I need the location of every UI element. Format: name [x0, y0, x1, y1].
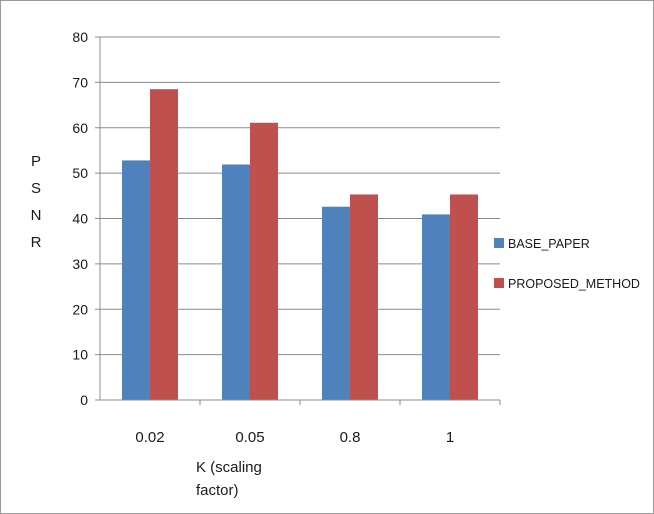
bar-proposed-method-0.05: [250, 122, 278, 400]
y-tick-label: 80: [72, 29, 88, 45]
bar-base-paper-1: [422, 214, 450, 400]
legend-label: BASE_PAPER: [508, 237, 590, 251]
y-tick-label: 10: [72, 347, 88, 363]
y-axis-label-char: P: [31, 153, 41, 170]
legend-swatch: [494, 278, 504, 288]
y-tick-label: 30: [72, 256, 88, 272]
bar-base-paper-0.8: [322, 206, 350, 400]
bar-proposed-method-0.02: [150, 89, 178, 401]
y-tick-label: 0: [80, 392, 88, 408]
x-tick-labels: 0.02 0.05 0.8 1: [135, 400, 501, 446]
x-tick-label: 0.02: [135, 429, 164, 446]
x-tick-label: 0.8: [340, 429, 361, 446]
y-tick-label: 70: [72, 74, 88, 90]
y-axis-label-char: N: [31, 207, 42, 224]
bar-base-paper-0.02: [122, 160, 150, 400]
legend-swatch: [494, 238, 504, 248]
y-tick-label: 50: [72, 165, 88, 181]
y-axis-label-char: S: [31, 180, 41, 197]
x-axis-label-line: factor): [196, 482, 239, 499]
bar-proposed-method-1: [450, 194, 478, 400]
x-tick-label: 1: [446, 429, 454, 446]
y-axis-label-char: R: [31, 234, 42, 251]
x-tick-label: 0.05: [235, 429, 264, 446]
legend-label: PROPOSED_METHOD: [508, 277, 640, 291]
y-tick-label: 40: [72, 211, 88, 227]
x-axis-label-line: K (scaling: [196, 459, 262, 476]
bar-proposed-method-0.8: [350, 194, 378, 400]
x-axis-label: K (scaling factor): [196, 459, 262, 499]
bars: [122, 89, 478, 401]
bar-base-paper-0.05: [222, 164, 250, 400]
y-tick-label: 60: [72, 120, 88, 136]
y-tick-label: 20: [72, 301, 88, 317]
y-tick-labels: 0 10 20 30 40 50 60 70 80: [72, 29, 100, 408]
legend: BASE_PAPER PROPOSED_METHOD: [494, 237, 640, 291]
